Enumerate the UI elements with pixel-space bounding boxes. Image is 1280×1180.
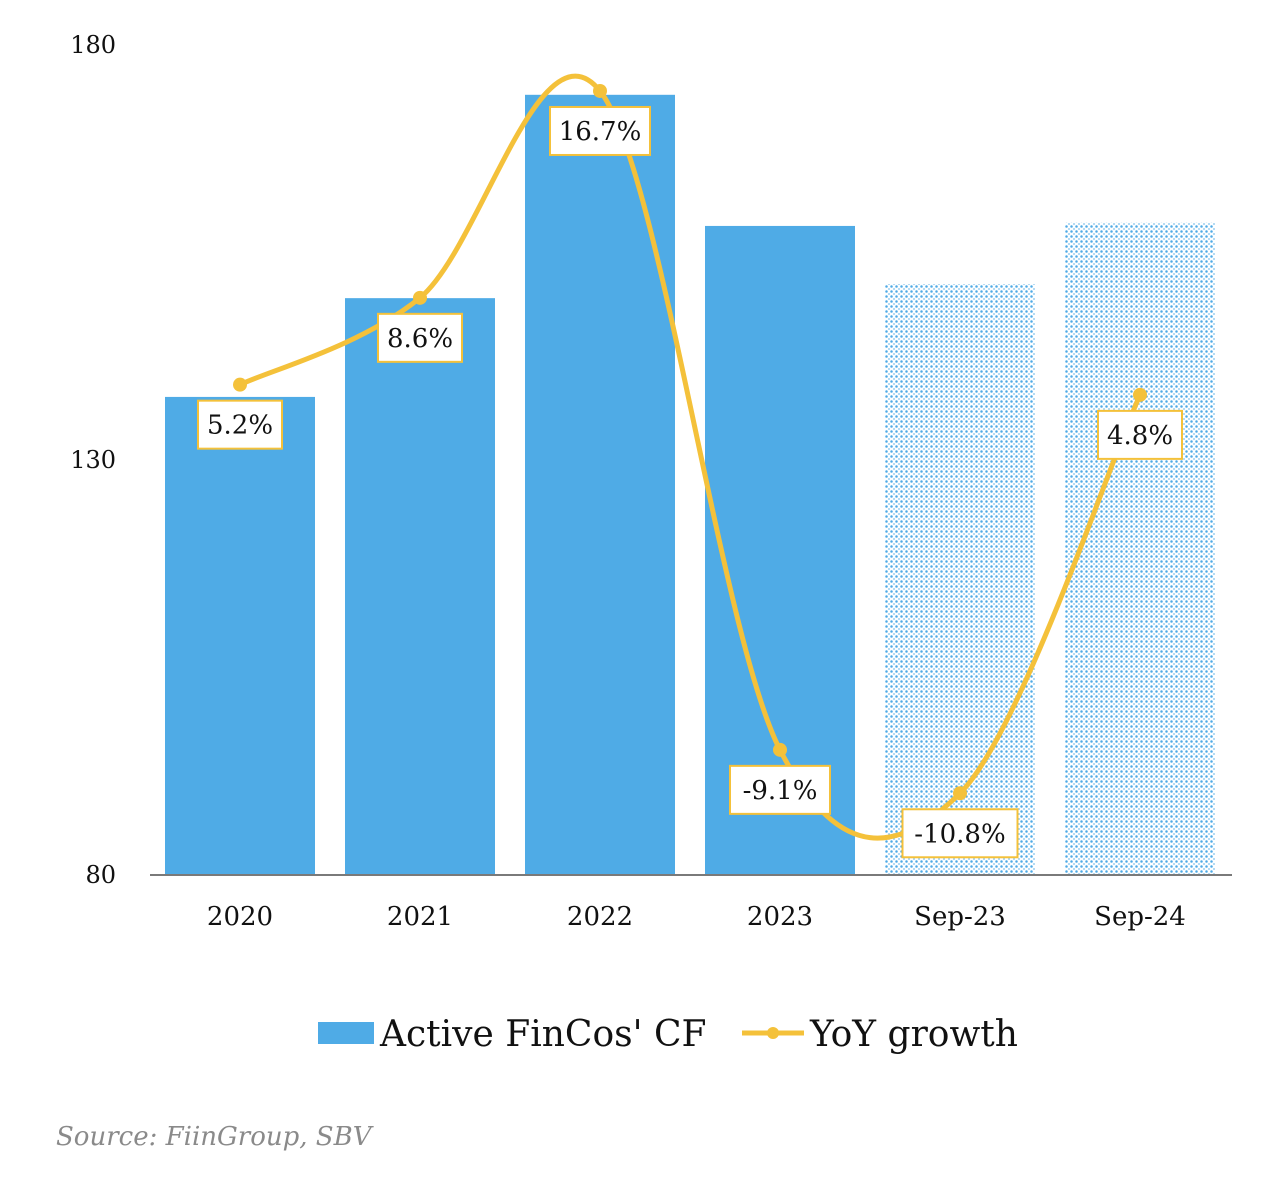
y-tick-label: 180 xyxy=(70,31,116,59)
x-category-label: 2022 xyxy=(567,902,633,932)
growth-data-labels: 5.2% 8.6% 16.7% -9.1% -10.8% 4.8% xyxy=(197,105,1183,859)
x-category-label: Sep-23 xyxy=(914,902,1006,932)
growth-line xyxy=(237,73,1143,841)
growth-label-sep-24: 4.8% xyxy=(1097,409,1183,460)
growth-label-box xyxy=(549,105,651,156)
growth-label-2023: -9.1% xyxy=(729,764,831,815)
y-tick-label: 130 xyxy=(70,446,116,474)
growth-label-text: -9.1% xyxy=(743,776,818,806)
legend-label-bar: Active FinCos' CF xyxy=(379,1014,706,1055)
bar-2021 xyxy=(345,298,495,875)
legend: Active FinCos' CF YoY growth xyxy=(318,1014,1018,1055)
growth-label-2021: 8.6% xyxy=(377,312,463,363)
growth-label-text: 16.7% xyxy=(559,117,642,147)
growth-label-box xyxy=(377,312,463,363)
growth-point-2022 xyxy=(593,83,607,98)
growth-point-sep-24 xyxy=(1133,387,1147,402)
growth-label-text: 8.6% xyxy=(387,324,453,354)
y-axis-ticks: 180 130 80 xyxy=(70,31,116,889)
growth-label-text: -10.8% xyxy=(914,819,1005,849)
x-axis-categories: 2020 2021 2022 2023 Sep-23 Sep-24 xyxy=(207,902,1186,932)
legend-swatch-marker xyxy=(767,1027,779,1039)
legend-label-line: YoY growth xyxy=(809,1014,1018,1055)
x-category-label: 2021 xyxy=(387,902,453,932)
bar-2022 xyxy=(525,94,675,876)
y-tick-label: 80 xyxy=(85,861,116,889)
bars-layer xyxy=(165,94,1215,876)
bar-sep-24 xyxy=(1065,222,1215,875)
growth-label-text: 4.8% xyxy=(1107,421,1173,451)
x-category-label: 2023 xyxy=(747,902,813,932)
source-note: Source: FiinGroup, SBV xyxy=(56,1122,372,1152)
growth-label-2022: 16.7% xyxy=(549,105,651,156)
x-category-label: Sep-24 xyxy=(1094,902,1186,932)
growth-label-text: 5.2% xyxy=(207,411,273,441)
legend-swatch-bar xyxy=(318,1022,374,1044)
growth-label-sep-23: -10.8% xyxy=(901,808,1019,859)
growth-label-box xyxy=(1097,409,1183,460)
growth-point-2021 xyxy=(413,290,427,305)
growth-label-box xyxy=(197,399,283,450)
growth-point-2020 xyxy=(233,377,247,392)
growth-point-2023 xyxy=(773,742,787,757)
bar-2020 xyxy=(165,396,315,875)
bar-sep-23 xyxy=(885,284,1035,875)
growth-point-sep-23 xyxy=(953,786,967,801)
growth-label-box xyxy=(901,808,1019,859)
growth-label-2020: 5.2% xyxy=(197,399,283,450)
growth-label-box xyxy=(729,764,831,815)
x-category-label: 2020 xyxy=(207,902,273,932)
growth-line-layer xyxy=(233,73,1147,841)
